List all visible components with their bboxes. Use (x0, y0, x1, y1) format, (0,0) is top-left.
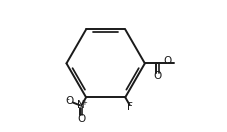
Text: N: N (77, 100, 85, 110)
Text: O: O (77, 114, 85, 124)
Text: -: - (66, 95, 69, 104)
Text: O: O (153, 71, 161, 81)
Text: O: O (66, 96, 74, 106)
Text: +: + (81, 100, 87, 106)
Text: O: O (163, 56, 172, 66)
Text: F: F (127, 102, 133, 112)
